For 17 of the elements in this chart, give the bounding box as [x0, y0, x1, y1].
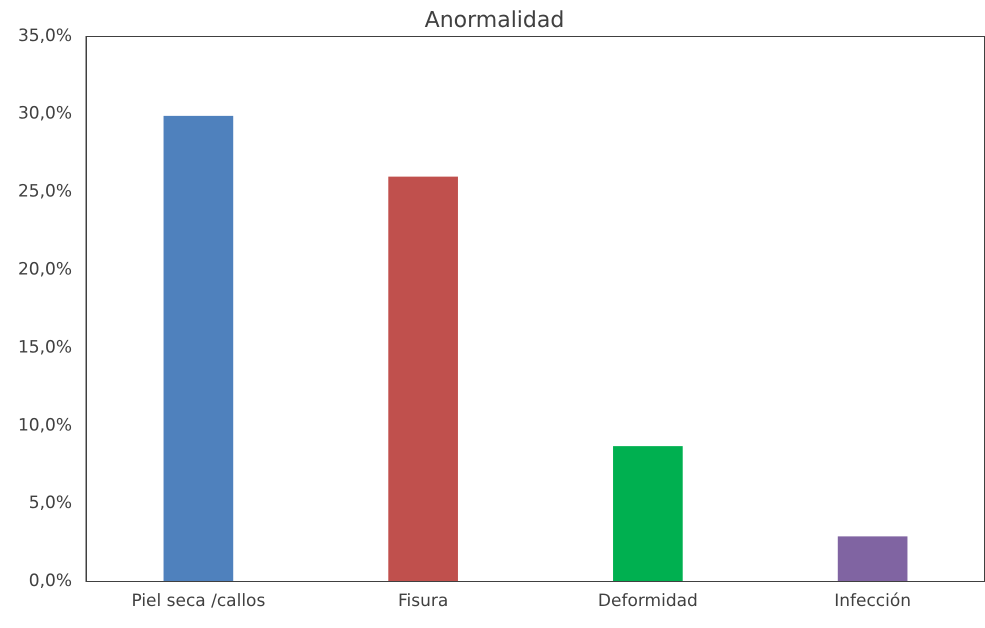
y-tick-label: 10,0%: [18, 415, 72, 436]
chart-title: Anormalidad: [424, 8, 564, 33]
bar: [838, 536, 908, 582]
bar: [388, 176, 458, 582]
y-tick-label: 35,0%: [18, 26, 72, 46]
y-tick-label: 5,0%: [28, 493, 72, 514]
y-tick-label: 30,0%: [18, 104, 72, 124]
x-tick-label: Deformidad: [598, 591, 698, 612]
bar: [164, 116, 234, 582]
y-tick-label: 0,0%: [28, 571, 72, 592]
bar: [613, 446, 683, 582]
x-tick-label: Fisura: [398, 591, 448, 612]
y-tick-label: 25,0%: [18, 182, 72, 202]
x-tick-label: Infección: [834, 591, 912, 612]
y-tick-label: 15,0%: [18, 337, 72, 358]
y-tick-label: 20,0%: [18, 259, 72, 280]
x-tick-label: Piel seca /callos: [131, 591, 266, 612]
